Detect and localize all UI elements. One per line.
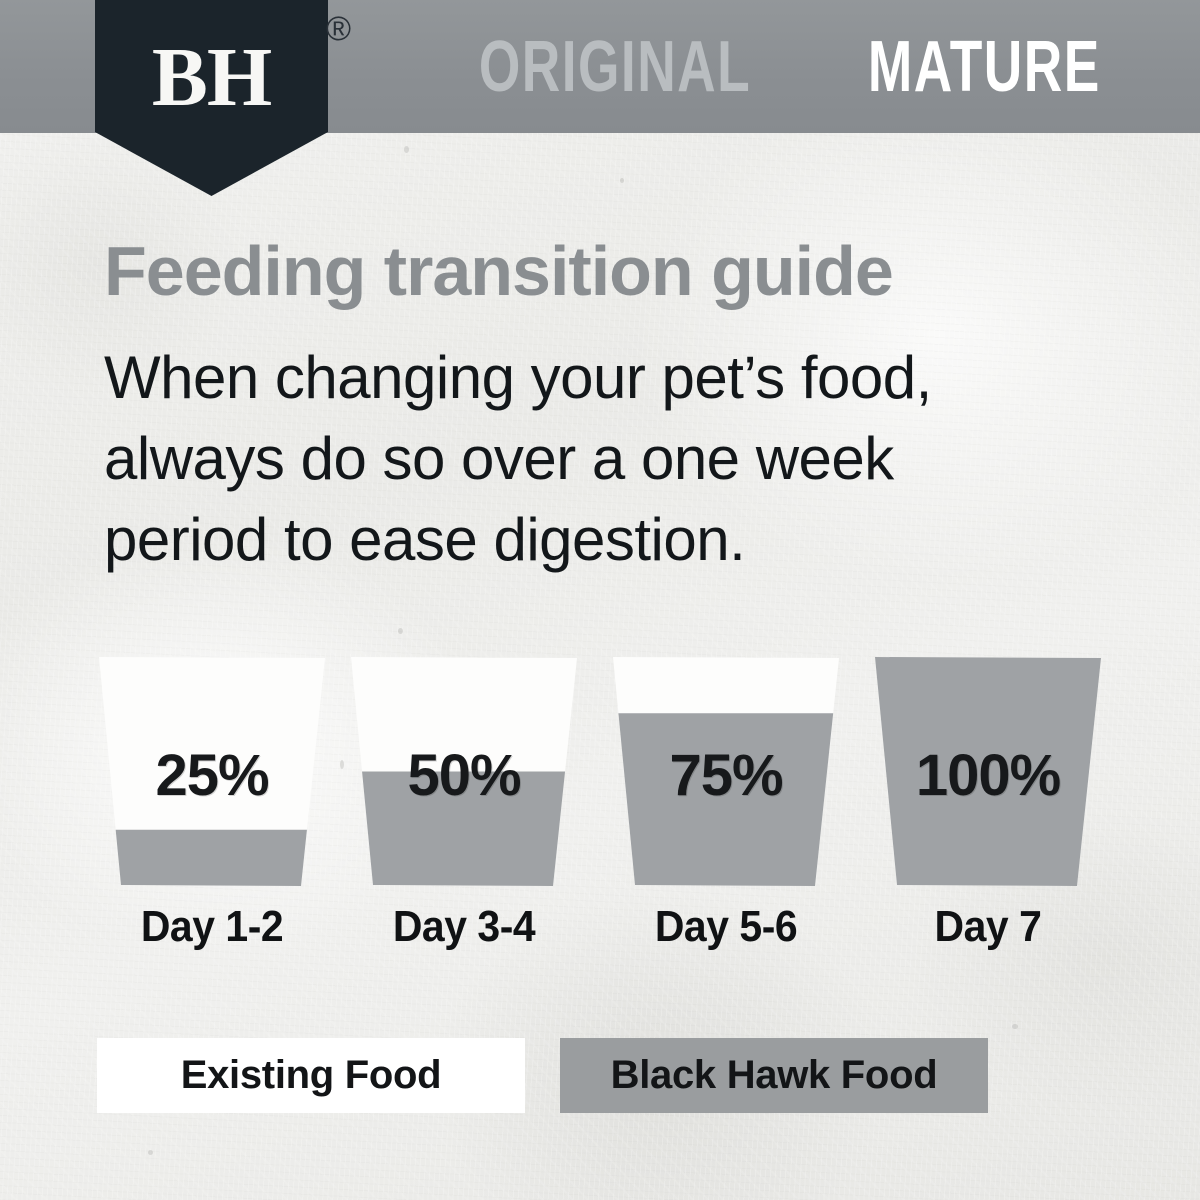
- cup-day-5-6: 75%: [610, 655, 842, 888]
- cup-day-7: 100%: [872, 655, 1104, 888]
- cup-shape-1: [99, 657, 325, 886]
- cup-shape-3: [613, 657, 839, 886]
- registered-trademark-icon: ®: [326, 10, 352, 48]
- cup-shape-2: [351, 657, 577, 886]
- black-hawk-shield-logo: BH: [95, 0, 328, 196]
- cup-day-3-4: 50%: [348, 655, 580, 888]
- cup-day-1-2: 25%: [96, 655, 328, 888]
- texture-speck: [404, 146, 409, 153]
- cup-shape-4: [875, 657, 1101, 886]
- cup-percent-label-4: 100%: [915, 743, 1061, 808]
- product-range-original: ORIGINAL: [479, 26, 752, 107]
- transition-cups-chart: 25% 50%: [0, 655, 1200, 890]
- page-title: Feeding transition guide: [104, 232, 894, 310]
- day-label-3: Day 5-6: [654, 902, 798, 951]
- intro-line-1: When changing your pet’s food,: [104, 344, 932, 411]
- texture-speck: [620, 178, 624, 183]
- texture-speck: [148, 1150, 153, 1155]
- texture-speck: [1012, 1024, 1018, 1029]
- legend-item-black-hawk-food: Black Hawk Food: [560, 1038, 988, 1113]
- day-label-1: Day 1-2: [140, 902, 284, 951]
- intro-line-2: always do so over a one week: [104, 425, 894, 492]
- legend-item-existing-food: Existing Food: [97, 1038, 525, 1113]
- texture-speck: [340, 760, 344, 769]
- product-range-mature: MATURE: [868, 26, 1102, 107]
- day-label-4: Day 7: [934, 902, 1042, 951]
- intro-line-3: period to ease digestion.: [104, 506, 746, 573]
- day-labels-row: Day 1-2 Day 3-4 Day 5-6 Day 7: [0, 902, 1200, 959]
- shield-logo-initials: BH: [151, 31, 272, 124]
- cup-percent-label-1: 25%: [155, 743, 269, 808]
- chart-legend: Existing Food Black Hawk Food: [0, 1038, 1200, 1113]
- intro-paragraph: When changing your pet’s food, always do…: [104, 337, 1084, 580]
- cup-percent-label-3: 75%: [669, 743, 783, 808]
- product-range-titles: ORIGINAL MATURE: [431, 0, 1142, 133]
- cup-percent-label-2: 50%: [407, 743, 521, 808]
- day-label-2: Day 3-4: [392, 902, 536, 951]
- texture-speck: [398, 628, 403, 634]
